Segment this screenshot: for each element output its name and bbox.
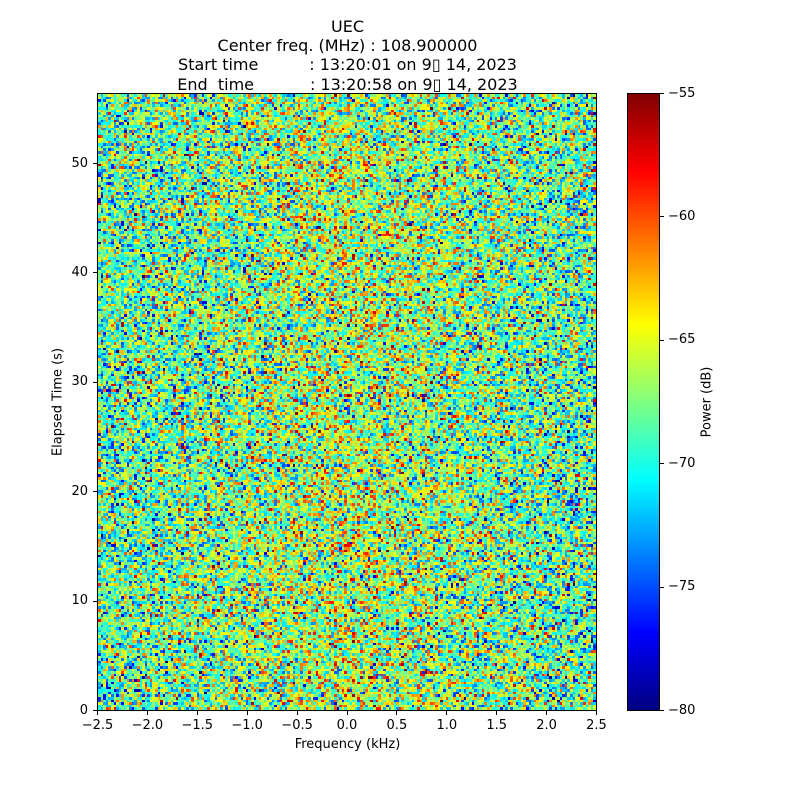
x-tick-mark	[196, 711, 198, 715]
y-tick-label: 0	[79, 702, 88, 718]
x-tick-label: 1.0	[436, 718, 458, 733]
colorbar-tick-mark	[660, 710, 664, 711]
colorbar-tick-label: −60	[668, 208, 696, 224]
x-tick-label: −2.5	[81, 718, 114, 733]
x-tick-mark	[296, 711, 298, 715]
colorbar-tick-label: −70	[668, 455, 696, 471]
y-tick-mark	[93, 600, 97, 602]
x-tick-mark	[596, 711, 597, 715]
colorbar-axis-label: Power (dB)	[699, 366, 715, 438]
center-frequency-line: Center freq. (MHz) : 108.900000	[217, 36, 478, 56]
colorbar-tick-label: −65	[668, 332, 696, 348]
x-tick-label: −0.5	[281, 718, 313, 733]
colorbar-tick-mark	[660, 339, 664, 341]
colorbar-tick-mark	[660, 216, 664, 218]
x-tick-label: −2.0	[131, 718, 164, 733]
y-tick-label: 10	[71, 593, 88, 609]
colorbar-tick-label: −75	[668, 579, 696, 595]
colorbar-tick-mark	[660, 463, 664, 465]
colorbar-tick-label: −55	[668, 85, 696, 101]
y-axis-label: Elapsed Time (s)	[50, 347, 66, 457]
x-tick-label: 1.5	[486, 718, 508, 733]
x-tick-mark	[97, 711, 98, 715]
colorbar-tick-mark	[660, 93, 664, 94]
colorbar-gradient	[628, 94, 659, 710]
x-tick-mark	[346, 711, 348, 715]
y-tick-mark	[93, 272, 97, 274]
x-tick-label: 0.0	[336, 718, 358, 733]
x-tick-label: 0.5	[386, 718, 408, 733]
y-tick-mark	[93, 491, 97, 493]
y-tick-label: 20	[71, 483, 88, 499]
x-tick-mark	[246, 711, 248, 715]
chart-title-block: UEC Center freq. (MHz) : 108.900000 Star…	[98, 17, 597, 94]
colorbar	[627, 93, 660, 711]
y-tick-mark	[93, 710, 97, 711]
colorbar-tick-label: −80	[668, 702, 696, 718]
x-tick-mark	[446, 711, 448, 715]
end-time-line: End time : 13:20:58 on 9▯ 14, 2023	[177, 74, 518, 94]
spectrogram-heatmap	[98, 94, 596, 710]
y-tick-mark	[93, 163, 97, 164]
chart-title: UEC	[331, 17, 364, 36]
y-tick-label: 40	[71, 264, 88, 280]
x-tick-label: 2.5	[586, 718, 607, 733]
x-tick-mark	[396, 711, 398, 715]
x-tick-label: −1.5	[181, 718, 214, 733]
plot-area-border	[97, 93, 597, 711]
x-tick-label: 2.0	[536, 718, 557, 733]
y-tick-mark	[93, 381, 97, 383]
colorbar-tick-mark	[660, 586, 664, 588]
y-tick-label: 50	[71, 155, 88, 171]
x-tick-mark	[146, 711, 148, 715]
x-tick-label: −1.0	[231, 718, 263, 733]
y-tick-label: 30	[71, 374, 88, 390]
x-tick-mark	[546, 711, 548, 715]
x-tick-mark	[496, 711, 498, 715]
start-time-line: Start time : 13:20:01 on 9▯ 14, 2023	[178, 55, 517, 75]
x-axis-label: Frequency (kHz)	[294, 737, 401, 752]
